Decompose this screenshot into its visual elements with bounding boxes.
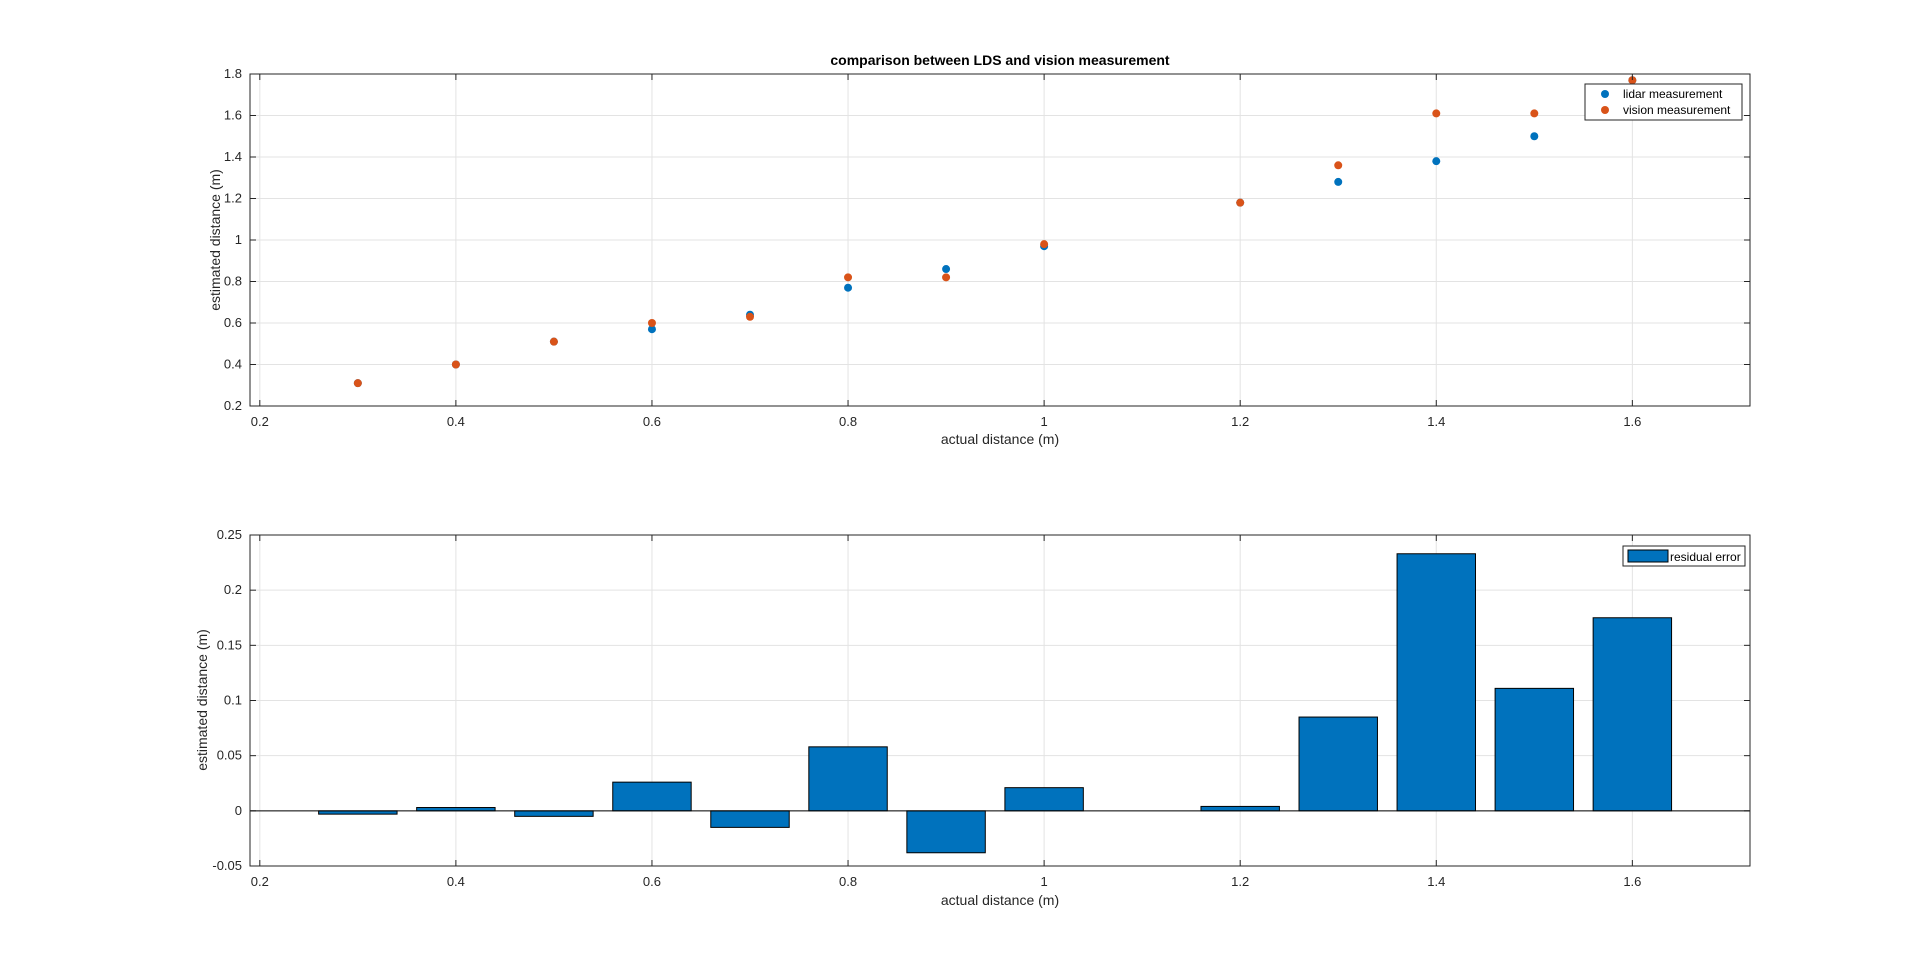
legend-label-lidar: lidar measurement	[1623, 87, 1723, 101]
residual-x-tick-label: 0.8	[839, 874, 857, 889]
scatter-legend-box	[1584, 83, 1743, 121]
lidar-point	[942, 265, 951, 274]
residual-y-tick-label: 0.2	[224, 582, 242, 597]
residual-y-tick-label: 0.05	[217, 748, 242, 763]
legend-marker-vision	[1601, 106, 1609, 114]
scatter-x-tick-label: 0.6	[643, 414, 661, 429]
legend-label-residual: residual error	[1670, 550, 1741, 564]
scatter-y-tick-label: 1.8	[224, 66, 242, 81]
scatter-y-tick-label: 0.6	[224, 315, 242, 330]
residual-bar	[1396, 553, 1476, 812]
vision-point	[549, 337, 558, 346]
vision-point	[746, 312, 754, 321]
residual-x-tick-label: 0.6	[643, 874, 661, 889]
residual-y-tick-label: -0.05	[212, 858, 242, 873]
scatter-x-tick-label: 0.4	[447, 414, 465, 429]
scatter-y-tick-label: 0.2	[224, 398, 242, 413]
scatter-y-tick-label: 1.2	[224, 191, 242, 206]
scatter-y-tick-label: 0.8	[224, 274, 242, 289]
residual-bar	[710, 810, 790, 828]
legend-marker-lidar	[1601, 90, 1609, 98]
scatter-y-tick-label: 1	[235, 232, 242, 247]
vision-point	[942, 273, 951, 282]
lidar-point	[647, 325, 656, 334]
vision-point	[1530, 109, 1539, 118]
vision-point	[1236, 198, 1245, 207]
residual-bar	[906, 810, 986, 854]
scatter-y-tick-label: 1.4	[224, 149, 242, 164]
scatter-x-tick-label: 0.2	[251, 414, 269, 429]
scatter-x-tick-label: 1.6	[1623, 414, 1641, 429]
scatter-x-tick-label: 0.8	[839, 414, 857, 429]
vision-point	[451, 360, 460, 369]
vision-point	[353, 379, 362, 388]
residual-y-axis-label: estimated distance (m)	[194, 629, 210, 771]
scatter-y-axis-label: estimated distance (m)	[207, 169, 223, 311]
residual-x-tick-label: 0.2	[251, 874, 269, 889]
scatter-legend: lidar measurement vision measurement	[1584, 83, 1743, 121]
scatter-x-tick-label: 1	[1041, 414, 1048, 429]
residual-bars	[318, 553, 1673, 854]
legend-label-vision: vision measurement	[1623, 103, 1731, 117]
scatter-x-tick-labels: 0.2 0.4 0.6 0.8 1 1.2 1.4 1.6	[251, 414, 1642, 429]
scatter-axis-lines	[249, 73, 1751, 407]
lidar-point	[1530, 132, 1539, 141]
residual-bar	[1200, 805, 1280, 812]
residual-y-tick-label: 0.1	[224, 693, 242, 708]
residual-x-tick-label: 0.4	[447, 874, 465, 889]
vision-point	[647, 319, 656, 327]
vision-point	[1040, 240, 1049, 249]
residual-bar	[612, 781, 692, 812]
residual-x-tick-label: 1.6	[1623, 874, 1641, 889]
vision-point	[1432, 109, 1441, 118]
scatter-axes-box	[249, 73, 1751, 407]
residual-axis-lines	[249, 534, 1751, 867]
scatter-x-tick-label: 1.2	[1231, 414, 1249, 429]
residual-y-tick-label: 0.25	[217, 527, 242, 542]
scatter-y-tick-label: 1.6	[224, 108, 242, 123]
residual-y-tick-label: 0.15	[217, 637, 242, 652]
residual-x-tick-label: 1.2	[1231, 874, 1249, 889]
vision-point	[844, 273, 853, 282]
vision-point	[1628, 76, 1637, 85]
residual-axes: 0.2 0.4 0.6 0.8 1 1.2 1.4 1.6 -0.05 0 0.05 0.1 0.15…	[194, 527, 1751, 908]
scatter-y-tick-labels: 0.2 0.4 0.6 0.8 1 1.2 1.4 1.6 1.8	[224, 66, 242, 413]
scatter-x-tick-label: 1.4	[1427, 414, 1445, 429]
vision-point	[1334, 161, 1343, 170]
lidar-point	[1334, 177, 1343, 186]
residual-x-tick-labels: 0.2 0.4 0.6 0.8 1 1.2 1.4 1.6	[251, 874, 1642, 889]
residual-bar	[1004, 787, 1084, 812]
residual-axes-box	[249, 534, 1751, 867]
residual-bar	[1298, 716, 1378, 812]
residual-legend: residual error	[1622, 545, 1746, 567]
scatter-x-axis-label: actual distance (m)	[941, 431, 1059, 447]
residual-bar	[808, 746, 888, 812]
scatter-y-tick-label: 0.4	[224, 357, 242, 372]
lidar-point	[1432, 157, 1441, 166]
scatter-axes: 0.2 0.4 0.6 0.8 1 1.2 1.4 1.6 0.2 0.4 0.6 0.8 1 1.2 1…	[207, 52, 1751, 447]
residual-x-tick-label: 1.4	[1427, 874, 1445, 889]
residual-bar	[1592, 617, 1673, 812]
lidar-point	[844, 283, 853, 292]
residual-x-axis-label: actual distance (m)	[941, 892, 1059, 908]
legend-swatch-residual	[1627, 549, 1669, 563]
residual-y-tick-labels: -0.05 0 0.05 0.1 0.15 0.2 0.25	[212, 527, 242, 873]
residual-bar	[514, 810, 594, 817]
residual-x-tick-label: 1	[1041, 874, 1048, 889]
scatter-points	[353, 76, 1637, 388]
chart-title: comparison between LDS and vision measur…	[830, 52, 1170, 68]
residual-bar	[1494, 687, 1575, 812]
residual-y-tick-label: 0	[235, 803, 242, 818]
